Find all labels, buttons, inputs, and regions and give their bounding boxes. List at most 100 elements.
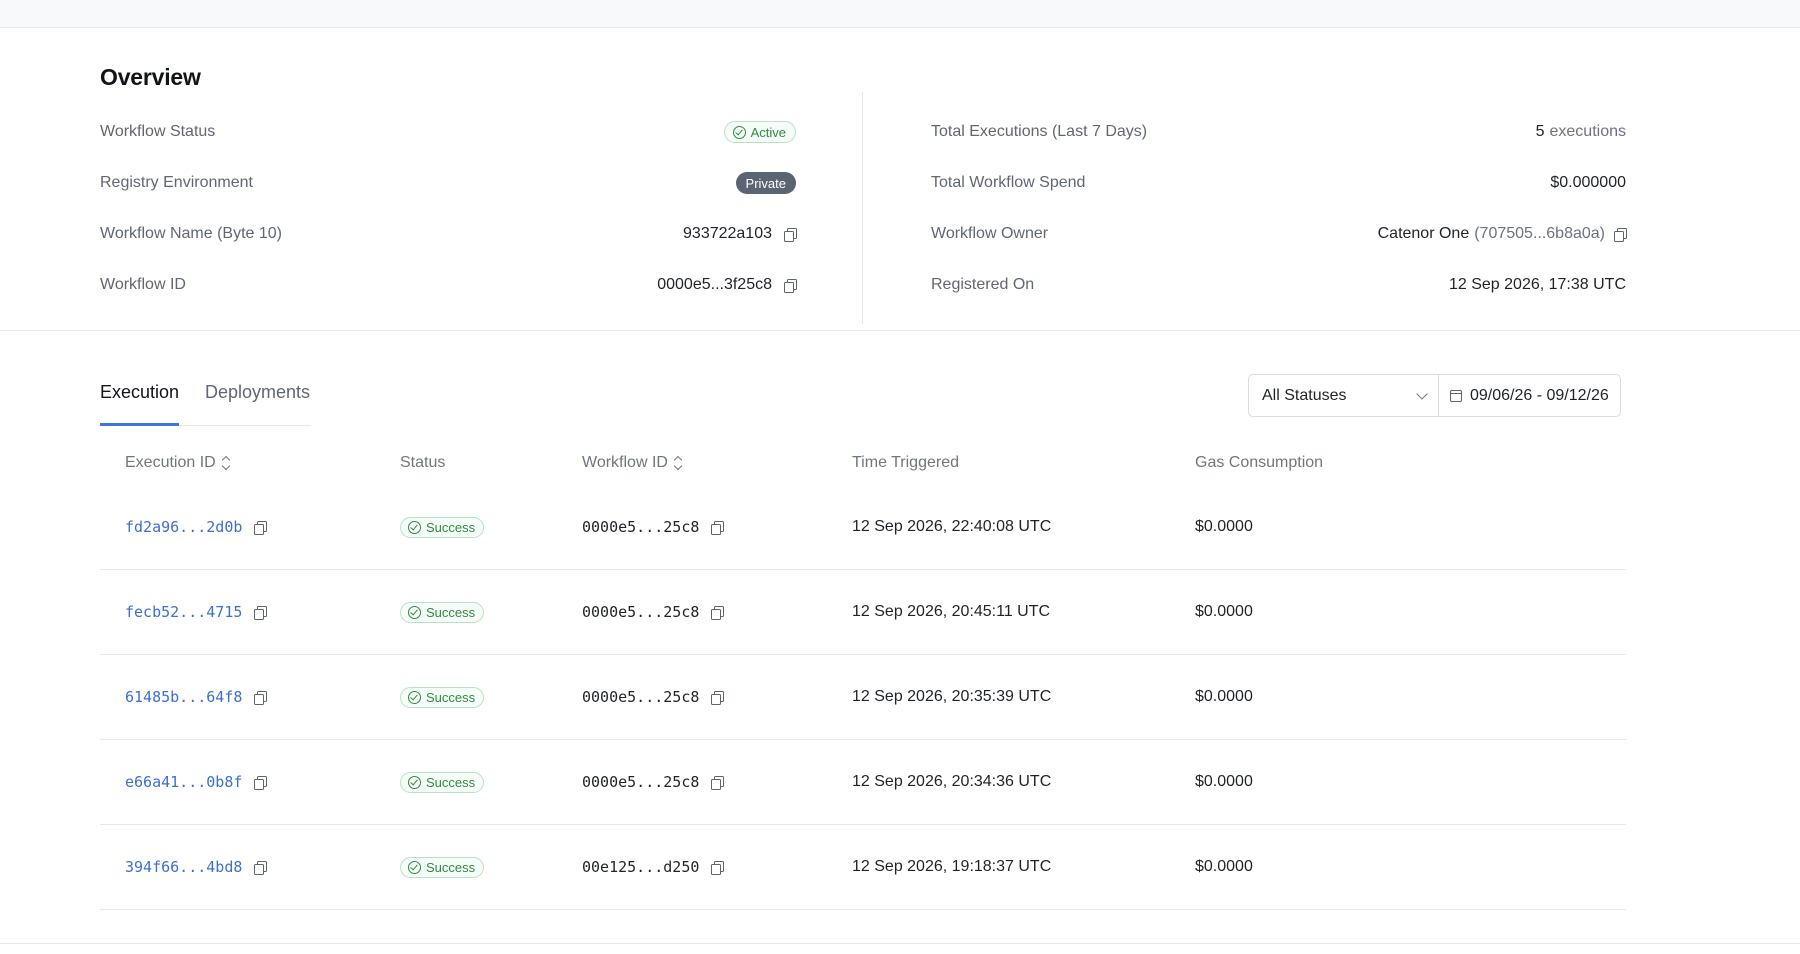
sort-icon[interactable] — [674, 456, 682, 470]
chevron-down-icon — [1416, 387, 1428, 400]
copy-icon[interactable] — [254, 775, 268, 790]
check-circle-icon — [732, 125, 746, 139]
check-circle-icon — [408, 860, 421, 874]
column-header-workflow-id[interactable]: Workflow ID — [582, 454, 682, 472]
status-badge: Success — [400, 686, 485, 708]
workflow-owner-label: Workflow Owner — [931, 225, 1049, 242]
gas-consumption-cell: $0.0000 — [1195, 518, 1253, 535]
overview-title: Overview — [100, 64, 201, 90]
copy-icon[interactable] — [784, 278, 797, 293]
copy-icon[interactable] — [711, 860, 725, 875]
column-header-execution-id[interactable]: Execution ID — [125, 454, 230, 472]
overview-divider — [862, 92, 863, 324]
workflow-id-label: Workflow ID — [100, 276, 186, 293]
execution-id-cell: fd2a96...2d0b — [125, 485, 268, 569]
workflow-id-cell: 0000e5...25c8 — [582, 570, 725, 654]
execution-id-link[interactable]: fd2a96...2d0b — [125, 518, 243, 536]
copy-icon[interactable] — [1614, 227, 1627, 242]
tab-execution[interactable]: Execution — [100, 382, 180, 426]
execution-id-link[interactable]: 394f66...4bd8 — [125, 858, 243, 876]
workflow-name-label: Workflow Name (Byte 10) — [100, 225, 282, 242]
total-spend-value: $0.000000 — [1550, 174, 1626, 191]
workflow-id-value: 00e125...d250 — [582, 858, 700, 876]
workflow-owner-address: (707505...6b8a0a) — [1474, 225, 1605, 242]
table-header: Execution ID Status Workflow ID Time Tri… — [100, 448, 1626, 478]
workflow-id-cell: 0000e5...25c8 — [582, 740, 725, 824]
table-row[interactable]: e66a41...0b8f Success 0000e5...25c8 12 Sep … — [100, 740, 1626, 825]
time-triggered-cell: 12 Sep 2026, 20:45:11 UTC — [852, 603, 1051, 620]
execution-id-link[interactable]: e66a41...0b8f — [125, 773, 243, 791]
check-circle-icon — [408, 690, 421, 704]
check-circle-icon — [408, 775, 421, 789]
registered-on-row: Registered On 12 Sep 2026, 17:38 UTC — [931, 270, 1626, 300]
workflow-status-row: Workflow Status Active — [100, 117, 796, 147]
total-spend-label: Total Workflow Spend — [931, 174, 1086, 191]
sort-icon[interactable] — [222, 456, 230, 470]
total-spend-row: Total Workflow Spend $0.000000 — [931, 168, 1626, 198]
filters: All Statuses 09/06/26 - 09/12/26 — [1248, 374, 1621, 417]
date-range-picker[interactable]: 09/06/26 - 09/12/26 — [1439, 375, 1620, 416]
table-row[interactable]: fd2a96...2d0b Success 0000e5...25c8 12 Sep … — [100, 485, 1626, 570]
workflow-id-cell: 0000e5...25c8 — [582, 485, 725, 569]
status-badge: Success — [400, 516, 485, 538]
status-badge: Success — [400, 856, 485, 878]
divider — [0, 943, 1800, 944]
tab-deployments[interactable]: Deployments — [205, 382, 311, 402]
copy-icon[interactable] — [254, 605, 268, 620]
top-bar — [0, 0, 1800, 28]
total-executions-count: 5 — [1535, 123, 1545, 140]
date-range-value: 09/06/26 - 09/12/26 — [1470, 386, 1609, 404]
execution-id-cell: 394f66...4bd8 — [125, 825, 268, 909]
time-triggered-cell: 12 Sep 2026, 20:34:36 UTC — [852, 773, 1052, 790]
registry-environment-badge: Private — [735, 172, 796, 194]
registered-on-value: 12 Sep 2026, 17:38 UTC — [1448, 276, 1626, 293]
calendar-icon — [1450, 389, 1462, 402]
status-cell: Success — [400, 485, 485, 569]
registry-environment-row: Registry Environment Private — [100, 168, 796, 198]
status-filter-value: All Statuses — [1262, 386, 1347, 404]
table-row[interactable]: 394f66...4bd8 Success 00e125...d250 12 Sep … — [100, 825, 1626, 910]
total-executions-row: Total Executions (Last 7 Days) 5 executi… — [931, 117, 1626, 147]
copy-icon[interactable] — [711, 775, 725, 790]
status-badge: Success — [400, 771, 485, 793]
check-circle-icon — [408, 520, 421, 534]
copy-icon[interactable] — [711, 520, 725, 535]
workflow-status-label: Workflow Status — [100, 123, 216, 140]
registered-on-label: Registered On — [931, 276, 1035, 293]
time-triggered-cell: 12 Sep 2026, 20:35:39 UTC — [852, 688, 1052, 705]
check-circle-icon — [408, 605, 421, 619]
column-header-gas-consumption: Gas Consumption — [1195, 454, 1324, 471]
execution-id-link[interactable]: fecb52...4715 — [125, 603, 243, 621]
workflow-status-badge: Active — [723, 121, 796, 143]
gas-consumption-cell: $0.0000 — [1195, 603, 1253, 620]
execution-id-cell: e66a41...0b8f — [125, 740, 268, 824]
copy-icon[interactable] — [711, 605, 725, 620]
total-executions-unit: executions — [1549, 123, 1627, 140]
workflow-id-value: 0000e5...25c8 — [582, 518, 700, 536]
workflow-id-value: 0000e5...25c8 — [582, 603, 700, 621]
registry-environment-label: Registry Environment — [100, 174, 253, 191]
column-header-time-triggered: Time Triggered — [852, 454, 959, 471]
status-cell: Success — [400, 655, 485, 739]
execution-id-link[interactable]: 61485b...64f8 — [125, 688, 243, 706]
workflow-id-cell: 0000e5...25c8 — [582, 655, 725, 739]
total-executions-label: Total Executions (Last 7 Days) — [931, 123, 1148, 140]
copy-icon[interactable] — [254, 520, 268, 535]
table-row[interactable]: fecb52...4715 Success 0000e5...25c8 12 Sep … — [100, 570, 1626, 655]
status-cell: Success — [400, 740, 485, 824]
table-row[interactable]: 61485b...64f8 Success 0000e5...25c8 12 Sep … — [100, 655, 1626, 740]
workflow-owner-name: Catenor One — [1377, 225, 1470, 242]
copy-icon[interactable] — [711, 690, 725, 705]
execution-id-cell: fecb52...4715 — [125, 570, 268, 654]
status-cell: Success — [400, 570, 485, 654]
status-filter-select[interactable]: All Statuses — [1249, 375, 1439, 416]
copy-icon[interactable] — [784, 227, 797, 242]
copy-icon[interactable] — [254, 690, 268, 705]
execution-id-cell: 61485b...64f8 — [125, 655, 268, 739]
workflow-id-value: 0000e5...25c8 — [582, 773, 700, 791]
workflow-id-row: Workflow ID 0000e5...3f25c8 — [100, 270, 797, 300]
copy-icon[interactable] — [254, 860, 268, 875]
column-header-status: Status — [400, 454, 446, 471]
workflow-name-row: Workflow Name (Byte 10) 933722a103 — [100, 219, 797, 249]
status-cell: Success — [400, 825, 485, 909]
